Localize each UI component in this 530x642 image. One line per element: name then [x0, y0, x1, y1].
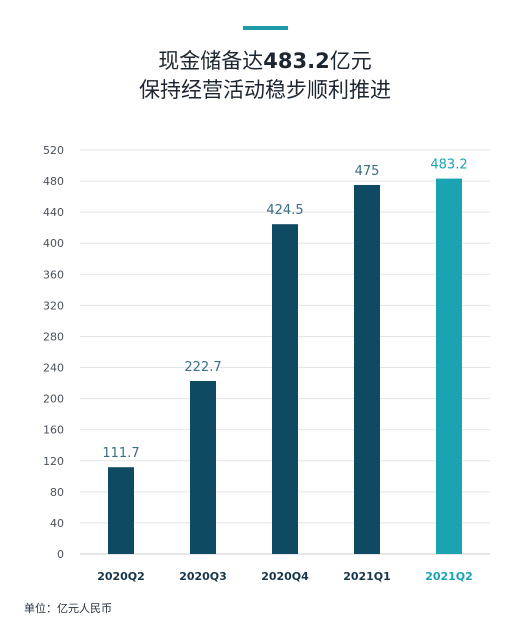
y-tick-label: 240: [43, 362, 64, 375]
unit-note: 单位：亿元人民币: [24, 602, 112, 615]
x-tick-label: 2020Q2: [97, 570, 145, 583]
y-tick-label: 520: [43, 144, 64, 157]
data-label-2020Q3: 222.7: [184, 360, 221, 375]
y-tick-label: 160: [43, 424, 64, 437]
data-label-2021Q2: 483.2: [430, 158, 467, 173]
y-tick-label: 360: [43, 268, 64, 281]
y-tick-label: 0: [57, 548, 64, 561]
x-tick-label: 2021Q1: [343, 570, 391, 583]
y-tick-label: 80: [50, 486, 64, 499]
data-label-2021Q1: 475: [355, 164, 380, 179]
y-tick-label: 40: [50, 517, 64, 530]
y-tick-label: 440: [43, 206, 64, 219]
data-label-2020Q4: 424.5: [266, 203, 303, 218]
y-tick-label: 480: [43, 175, 64, 188]
title-value: 483.2: [263, 49, 330, 73]
chart-title-line1: 现金储备达483.2亿元: [0, 46, 530, 76]
y-tick-label: 200: [43, 393, 64, 406]
y-tick-label: 400: [43, 237, 64, 250]
accent-bar: [243, 26, 288, 30]
bar-2020Q4: [272, 224, 298, 554]
bar-2020Q3: [190, 380, 216, 554]
x-tick-label: 2020Q3: [179, 570, 227, 583]
y-tick-label: 280: [43, 330, 64, 343]
bar-2021Q2: [436, 178, 462, 555]
x-tick-label: 2021Q2: [425, 570, 473, 583]
data-label-2020Q2: 111.7: [102, 446, 139, 461]
y-tick-label: 320: [43, 299, 64, 312]
chart-title-line2: 保持经营活动稳步顺利推进: [139, 78, 391, 102]
bar-2020Q2: [108, 467, 134, 554]
title-prefix: 现金储备达: [158, 49, 264, 73]
y-tick-label: 120: [43, 455, 64, 468]
bar-2021Q1: [354, 184, 380, 554]
title-suffix: 亿元: [329, 49, 372, 73]
x-tick-label: 2020Q4: [261, 570, 309, 583]
